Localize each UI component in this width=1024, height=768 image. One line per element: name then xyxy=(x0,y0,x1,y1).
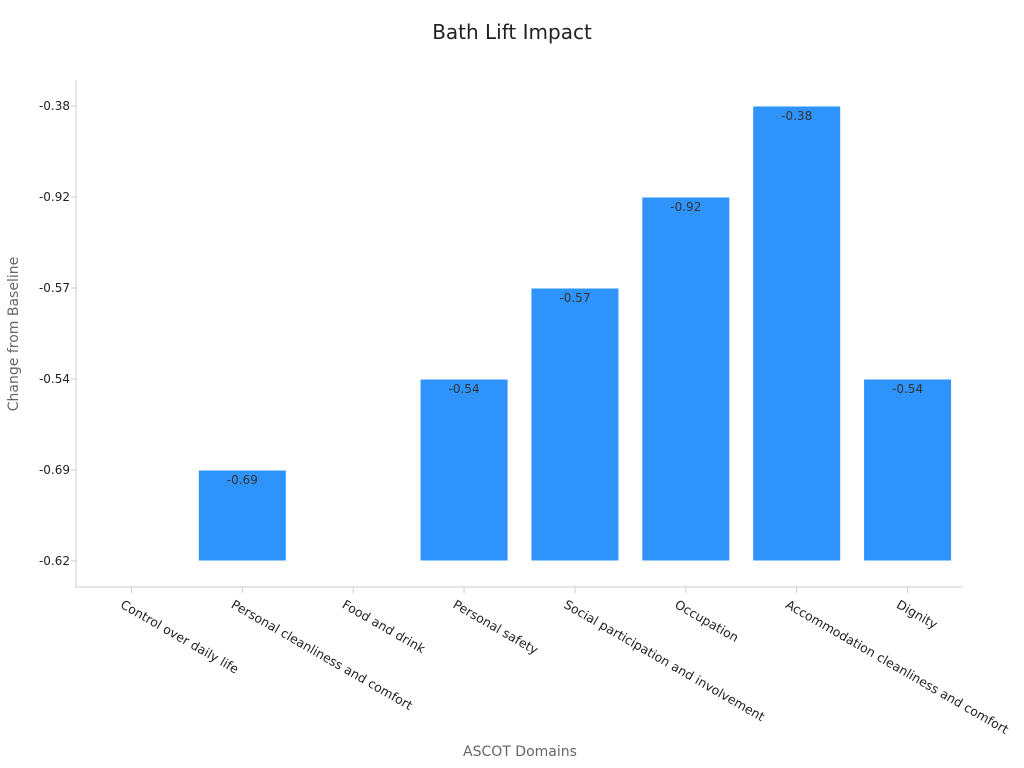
y-tick-label: -0.62 xyxy=(39,554,70,568)
bar xyxy=(419,378,509,562)
y-ticks: -0.62 -0.69 -0.54 -0.57 -0.92 -0.38 xyxy=(39,99,76,568)
chart-axes xyxy=(75,80,963,588)
x-tick-label: Personal cleanliness and comfort xyxy=(229,597,415,713)
y-axis-title: Change from Baseline xyxy=(6,257,22,411)
y-tick-label: -0.57 xyxy=(39,281,70,295)
y-tick-label: -0.54 xyxy=(39,372,70,386)
x-tick-label: Food and drink xyxy=(340,597,429,657)
x-tick-label: Accommodation cleanliness and comfort xyxy=(783,597,1011,737)
y-tick-label: -0.38 xyxy=(39,99,70,113)
bar xyxy=(752,105,842,562)
bar-value-label: -0.57 xyxy=(559,291,590,305)
bar xyxy=(530,287,620,562)
bar-value-label: -0.38 xyxy=(781,109,812,123)
bars: -0.69 -0.54 -0.57 -0.92 -0.38 -0.54 xyxy=(197,105,953,562)
bar-value-label: -0.69 xyxy=(227,473,258,487)
bar xyxy=(197,469,287,562)
bar xyxy=(863,378,953,562)
x-tick-label: Occupation xyxy=(672,597,741,646)
chart-title: Bath Lift Impact xyxy=(432,20,592,44)
x-tick-label: Personal safety xyxy=(451,597,542,658)
bar-value-label: -0.54 xyxy=(449,382,480,396)
bar-value-label: -0.54 xyxy=(892,382,923,396)
y-tick-label: -0.69 xyxy=(39,463,70,477)
x-tick-label: Social participation and involvement xyxy=(561,597,767,725)
x-axis-title: ASCOT Domains xyxy=(463,744,577,760)
x-tick-label: Dignity xyxy=(894,597,941,633)
bar xyxy=(641,196,731,562)
bar-value-label: -0.92 xyxy=(670,200,701,214)
y-tick-label: -0.92 xyxy=(39,190,70,204)
x-tick-label: Control over daily life xyxy=(118,597,242,677)
